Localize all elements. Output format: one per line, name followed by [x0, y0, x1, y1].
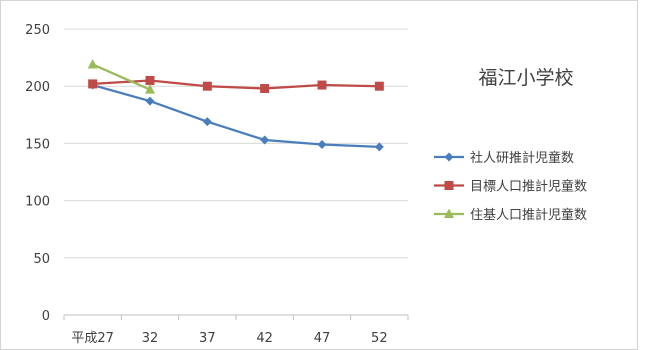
x-tick-label: 42: [256, 331, 273, 346]
legend-label: 社人研推計児童数: [470, 150, 574, 166]
legend-label: 目標人口推計児童数: [470, 179, 587, 195]
data-point: [88, 79, 98, 89]
data-point: [260, 135, 270, 145]
data-point: [145, 84, 155, 94]
data-point: [87, 58, 98, 69]
legend-marker: [444, 208, 454, 218]
x-tick-label: 32: [142, 331, 159, 346]
y-tick-label: 50: [33, 252, 50, 267]
y-tick-label: 0: [42, 309, 50, 324]
y-tick-label: 100: [25, 195, 50, 210]
y-tick-label: 200: [25, 80, 50, 95]
x-tick-label: 52: [371, 331, 388, 346]
x-tick-label: 47: [314, 331, 331, 346]
data-point: [374, 142, 384, 152]
axes: 0 50 100 150 200 250 平成27 32 37 42 47 52: [25, 23, 409, 346]
legend-label: 住基人口推計児童数: [470, 207, 587, 223]
data-point: [317, 140, 327, 150]
data-point: [145, 96, 155, 106]
series-line-2: [92, 79, 380, 90]
data-point: [260, 83, 270, 93]
data-point: [202, 81, 212, 91]
y-tick-label: 250: [25, 23, 50, 38]
legend-marker: [444, 152, 454, 162]
data-point: [202, 117, 212, 127]
x-tick-label: 平成27: [71, 331, 114, 346]
x-tick-label: 37: [199, 331, 216, 346]
y-tick-label: 150: [25, 137, 50, 152]
chart-title: 福江小学校: [478, 67, 573, 89]
series-line-3: [92, 63, 151, 91]
plot-series: [87, 58, 384, 152]
data-point: [145, 75, 155, 85]
legend-marker: [444, 181, 454, 190]
data-point: [374, 81, 384, 91]
data-point: [317, 80, 327, 90]
series-line-1: [92, 83, 380, 148]
